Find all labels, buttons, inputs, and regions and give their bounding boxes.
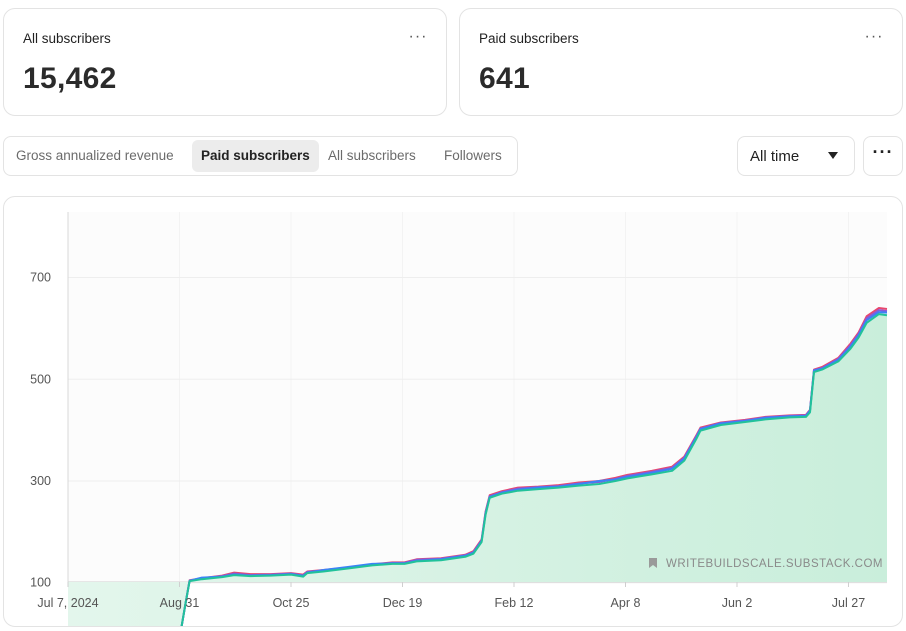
more-options-button[interactable]: ··· — [863, 136, 903, 176]
tab-paid-subscribers[interactable]: Paid subscribers — [192, 140, 319, 172]
x-tick-label: Jul 27 — [832, 596, 865, 610]
paid-subscribers-chart: 100 300 500 700 Jul 7, 2024 Aug 31 Oct 25 Dec 1… — [30, 212, 888, 626]
tab-all-subscribers[interactable]: All subscribers — [328, 148, 416, 163]
paid-subscribers-card: Paid subscribers 641 ··· — [459, 8, 903, 116]
x-tick-label: Oct 25 — [273, 596, 310, 610]
x-tick-label: Feb 12 — [495, 596, 534, 610]
y-tick-label: 300 — [30, 474, 51, 488]
all-subscribers-value: 15,462 — [23, 62, 117, 95]
paid-subscribers-menu-icon[interactable]: ··· — [864, 28, 884, 45]
all-subscribers-label: All subscribers — [23, 31, 111, 46]
chart-card: 100 300 500 700 Jul 7, 2024 Aug 31 Oct 25 Dec 1… — [3, 196, 903, 627]
x-tick-label: Jul 7, 2024 — [37, 596, 98, 610]
tab-gross-annualized-revenue[interactable]: Gross annualized revenue — [16, 148, 174, 163]
time-range-value: All time — [750, 148, 800, 165]
time-range-select[interactable]: All time — [737, 136, 855, 176]
y-tick-label: 100 — [30, 576, 51, 590]
x-tick-label: Jun 2 — [722, 596, 753, 610]
series-area — [68, 314, 887, 626]
metric-tabs: Gross annualized revenue Paid subscriber… — [3, 136, 518, 176]
y-tick-label: 700 — [30, 271, 51, 285]
y-tick-label: 500 — [30, 372, 51, 386]
bookmark-icon — [649, 558, 657, 568]
caret-down-icon — [828, 152, 838, 159]
series-line-4 — [180, 313, 888, 626]
all-subscribers-menu-icon[interactable]: ··· — [408, 28, 428, 45]
x-tick-label: Apr 8 — [611, 596, 641, 610]
x-tick-label: Dec 19 — [383, 596, 423, 610]
watermark-text: WRITEBUILDSCALE.SUBSTACK.COM — [666, 558, 883, 570]
x-tick-label: Aug 31 — [160, 596, 200, 610]
paid-subscribers-label: Paid subscribers — [479, 31, 579, 46]
paid-subscribers-value: 641 — [479, 62, 530, 95]
tab-followers[interactable]: Followers — [444, 148, 502, 163]
all-subscribers-card: All subscribers 15,462 ··· — [3, 8, 447, 116]
